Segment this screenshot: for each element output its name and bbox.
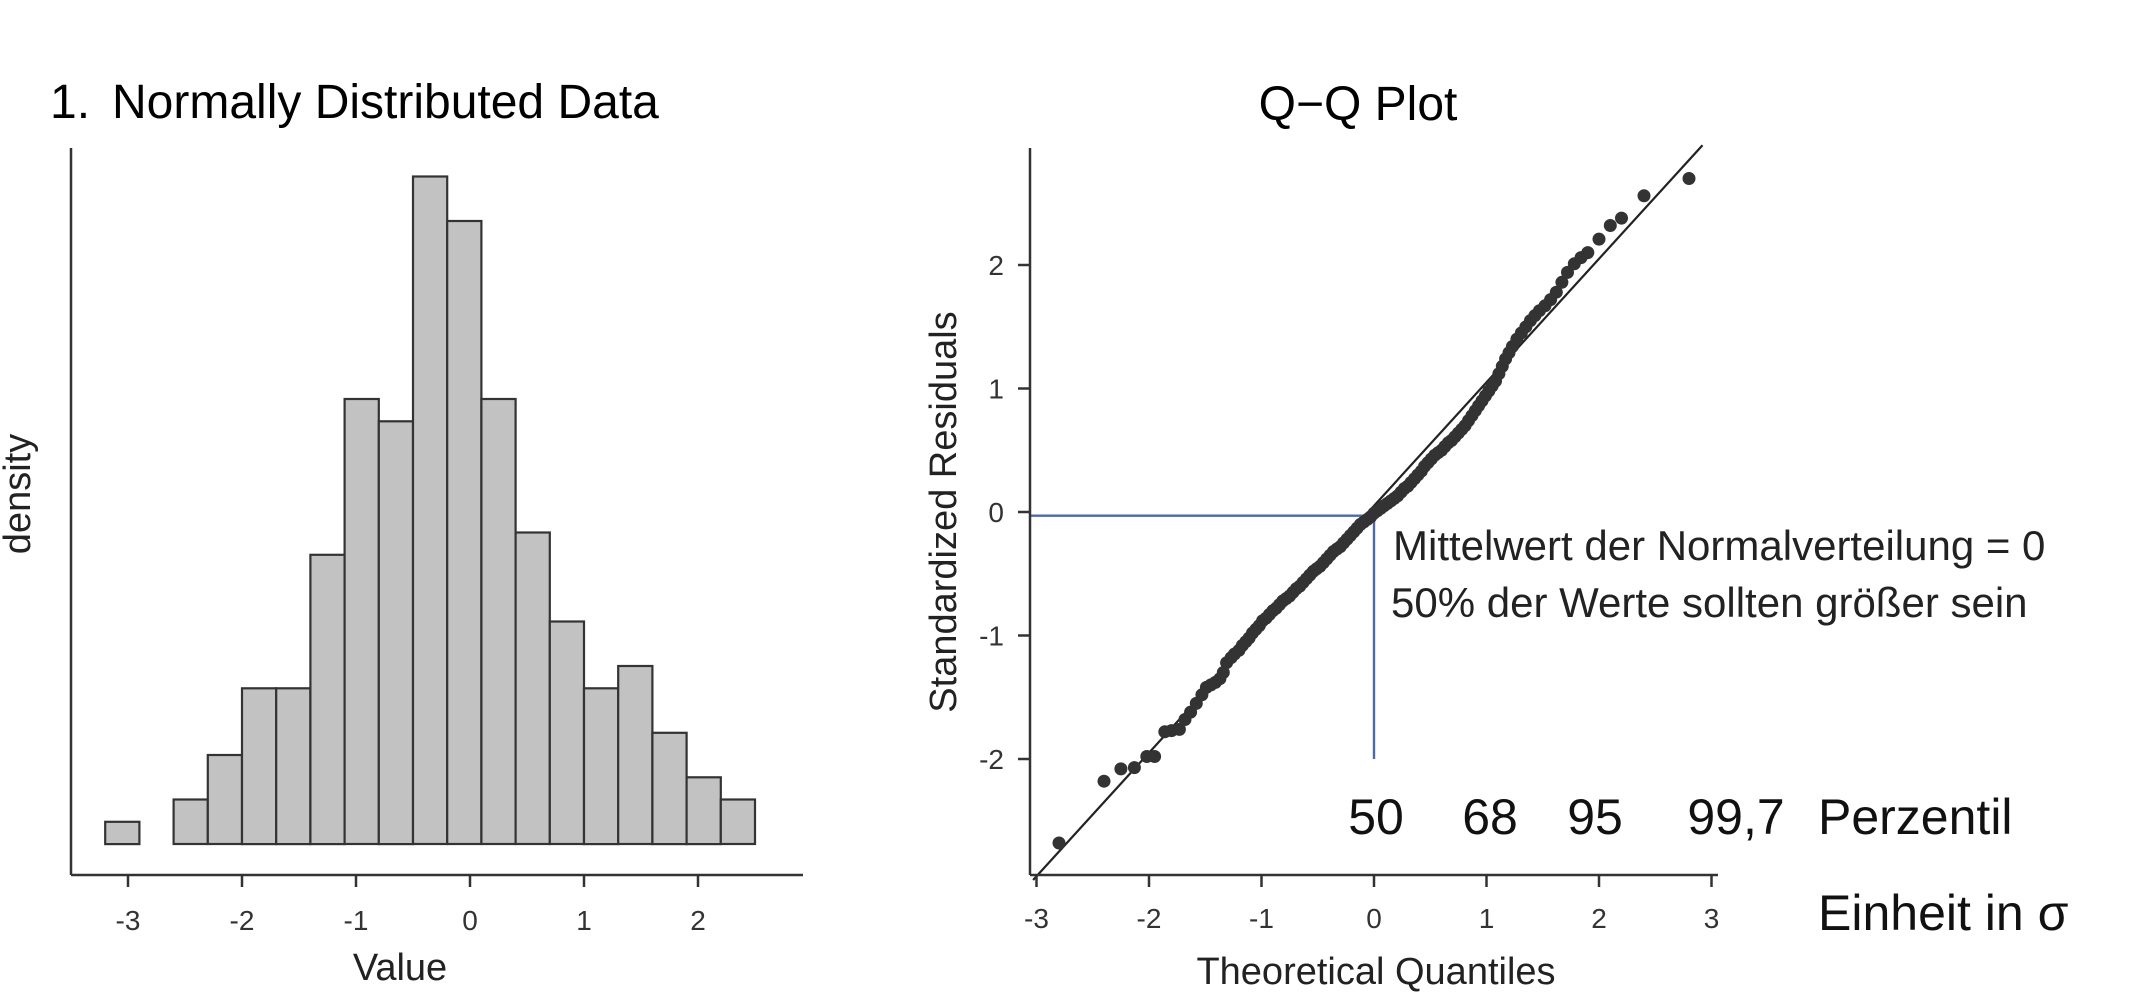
qq-point [1682,172,1696,185]
histogram-bar [309,553,346,846]
percentile-50: 50 [1348,789,1404,845]
qq-point [1555,275,1569,289]
histogram-bar [411,175,449,846]
unit-label: Einheit in σ [1818,885,2069,941]
histogram-bar [343,397,380,846]
qq-point [1114,762,1128,776]
qq-point [1148,750,1162,763]
histogram-bar [240,687,278,846]
qq-x-tick-label: 0 [1366,903,1382,934]
qq-y-tick-label: 0 [988,497,1004,528]
histogram-bar [651,731,688,846]
qq-y-tick-label: 2 [988,250,1004,281]
histogram-x-tick-label: 1 [576,905,592,936]
qq-point [1603,219,1617,232]
percentile-68: 68 [1462,789,1518,845]
qq-x-tick-label: -3 [1024,903,1049,934]
histogram-bar [685,776,722,846]
qq-point [1637,189,1651,203]
qq-y-tick-label: 1 [988,374,1004,405]
histogram-bar [206,753,244,846]
histogram-y-axis-label: density [0,434,39,554]
histogram-bars [104,175,757,846]
histogram-panel: 1. Normally Distributed Data density -3-… [0,76,803,989]
histogram-number: 1. [50,76,90,129]
qq-point [1127,761,1141,775]
histogram-x-ticks: -3 -2 -1 0 1 2 [116,875,706,936]
histogram-x-tick-label: 2 [690,905,706,936]
qq-point [1052,836,1066,850]
qq-x-tick-label: 3 [1704,903,1720,934]
qq-x-tick-label: -2 [1137,903,1162,934]
qq-x-tick-label: -1 [1249,903,1274,934]
histogram-bar [480,397,517,846]
qq-plot-x-ticks: -3 -2 -1 0 1 2 3 [1024,875,1719,934]
histogram-bar [275,687,312,846]
qq-point [1592,232,1606,246]
qq-point [1549,285,1563,299]
qq-mean-guide-lines [1030,514,1376,759]
qq-plot-panel: Q−Q Plot Standardized Residuals -3 -2 -1 0 1… [923,78,2069,993]
histogram-bar [377,420,415,846]
histogram-bar [104,820,141,846]
histogram-bar [548,620,586,846]
histogram-bar [617,664,654,846]
qq-point [1615,211,1628,225]
qq-x-tick-label: 1 [1479,903,1495,934]
histogram-bar [172,798,209,846]
histogram-x-axis-label: Value [353,947,447,989]
histogram-x-tick-label: -1 [344,905,369,936]
histogram-title: Normally Distributed Data [112,76,659,129]
histogram-bar [719,798,757,846]
histogram-bar [446,219,483,846]
percentile-label: Perzentil [1818,789,2013,845]
qq-point [1172,722,1186,736]
qq-y-tick-label: -1 [979,621,1004,652]
qq-point [1216,666,1230,679]
qq-plot-y-axis-label: Standardized Residuals [923,311,965,712]
mean-annotation: Mittelwert der Normalverteilung = 0 [1393,522,2045,569]
half-annotation: 50% der Werte sollten größer sein [1391,579,2028,626]
qq-point [1097,774,1111,788]
qq-point [1581,246,1595,260]
qq-plot-title: Q−Q Plot [1259,78,1458,131]
histogram-bar [582,687,620,846]
qq-points [1052,172,1696,850]
histogram-x-tick-label: -3 [116,905,141,936]
qq-plot-x-axis-label: Theoretical Quantiles [1196,951,1555,993]
percentile-95: 95 [1567,789,1623,845]
percentile-99-7: 99,7 [1687,789,1784,845]
histogram-bar [514,531,551,846]
histogram-x-tick-label: -2 [230,905,255,936]
histogram-x-tick-label: 0 [462,905,478,936]
qq-x-tick-label: 2 [1591,903,1607,934]
qq-y-tick-label: -2 [979,744,1004,775]
qq-plot-y-ticks: -2 -1 0 1 2 [979,250,1030,775]
